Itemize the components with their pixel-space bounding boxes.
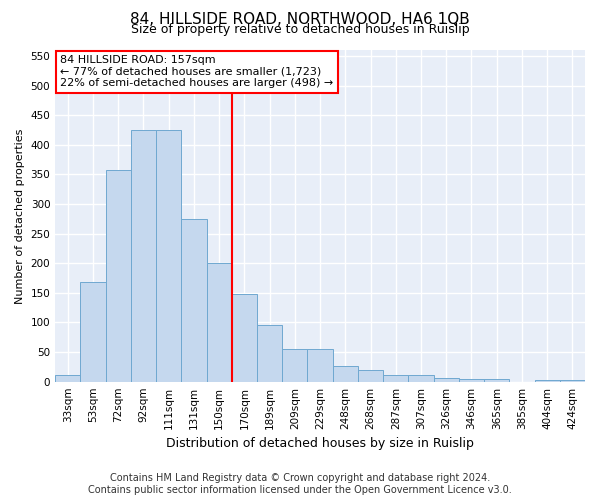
Y-axis label: Number of detached properties: Number of detached properties [15, 128, 25, 304]
Bar [459, 380, 484, 382]
Bar [232, 294, 257, 382]
Bar [131, 130, 156, 382]
Bar [55, 374, 80, 382]
Bar [282, 349, 307, 382]
Bar [257, 326, 282, 382]
Text: Contains HM Land Registry data © Crown copyright and database right 2024.
Contai: Contains HM Land Registry data © Crown c… [88, 474, 512, 495]
Bar [383, 374, 409, 382]
Bar [560, 380, 585, 382]
Bar [106, 170, 131, 382]
Bar [307, 349, 332, 382]
Bar [434, 378, 459, 382]
Text: Size of property relative to detached houses in Ruislip: Size of property relative to detached ho… [131, 22, 469, 36]
Bar [332, 366, 358, 382]
Bar [358, 370, 383, 382]
Bar [535, 380, 560, 382]
Bar [181, 219, 206, 382]
X-axis label: Distribution of detached houses by size in Ruislip: Distribution of detached houses by size … [166, 437, 474, 450]
Bar [80, 282, 106, 382]
Bar [206, 263, 232, 382]
Bar [156, 130, 181, 382]
Text: 84, HILLSIDE ROAD, NORTHWOOD, HA6 1QB: 84, HILLSIDE ROAD, NORTHWOOD, HA6 1QB [130, 12, 470, 28]
Text: 84 HILLSIDE ROAD: 157sqm
← 77% of detached houses are smaller (1,723)
22% of sem: 84 HILLSIDE ROAD: 157sqm ← 77% of detach… [61, 55, 334, 88]
Bar [484, 380, 509, 382]
Bar [409, 374, 434, 382]
